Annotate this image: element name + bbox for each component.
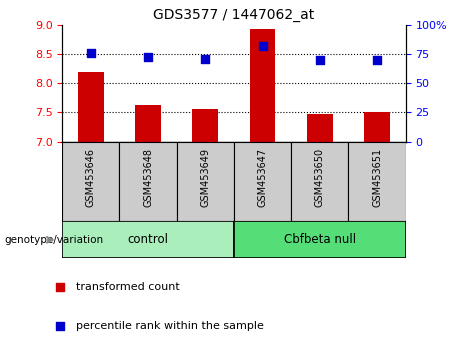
Text: GSM453651: GSM453651 — [372, 148, 382, 207]
Text: percentile rank within the sample: percentile rank within the sample — [76, 321, 264, 331]
Bar — [135, 105, 161, 142]
Point — [259, 43, 266, 48]
Text: control: control — [128, 233, 169, 246]
Bar — [364, 113, 390, 142]
Bar — [62, 221, 234, 258]
Point — [87, 51, 95, 56]
Bar — [349, 142, 406, 221]
Text: transformed count: transformed count — [76, 282, 180, 292]
Point — [316, 57, 324, 63]
Point — [201, 56, 209, 62]
Point — [56, 324, 64, 329]
Text: GSM453647: GSM453647 — [258, 148, 267, 207]
Bar — [307, 114, 333, 142]
Bar — [62, 142, 119, 221]
Point — [144, 55, 152, 60]
Text: genotype/variation: genotype/variation — [5, 235, 104, 245]
Bar — [78, 72, 104, 142]
Point — [56, 285, 64, 290]
Bar — [234, 142, 291, 221]
Title: GDS3577 / 1447062_at: GDS3577 / 1447062_at — [154, 8, 314, 22]
Bar — [192, 109, 218, 142]
Text: GSM453649: GSM453649 — [201, 148, 210, 207]
Bar — [234, 221, 406, 258]
Text: Cbfbeta null: Cbfbeta null — [284, 233, 356, 246]
Point — [373, 57, 381, 63]
Text: GSM453648: GSM453648 — [143, 148, 153, 207]
Bar — [250, 29, 276, 142]
Bar — [177, 142, 234, 221]
Bar — [119, 142, 177, 221]
Text: GSM453650: GSM453650 — [315, 148, 325, 207]
Text: GSM453646: GSM453646 — [86, 148, 96, 207]
Bar — [291, 142, 349, 221]
